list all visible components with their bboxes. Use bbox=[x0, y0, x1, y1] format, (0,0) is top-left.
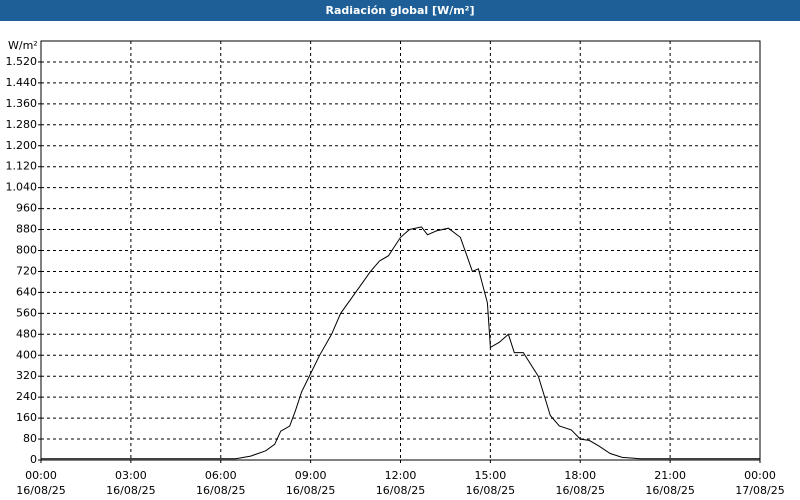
y-tick-label: 1.520 bbox=[6, 55, 38, 68]
title-bar bbox=[0, 0, 800, 21]
chart-title: Radiación global [W/m²] bbox=[325, 4, 474, 17]
x-tick-label: 00:00 bbox=[25, 469, 57, 482]
y-tick-label: 240 bbox=[16, 390, 37, 403]
y-tick-label: 1.440 bbox=[6, 76, 38, 89]
y-tick-label: 720 bbox=[16, 264, 37, 277]
y-tick-label: 480 bbox=[16, 327, 37, 340]
x-tick-label: 00:00 bbox=[744, 469, 776, 482]
y-tick-label: 1.120 bbox=[6, 160, 38, 173]
y-tick-label: 640 bbox=[16, 285, 37, 298]
y-tick-label: 1.280 bbox=[6, 118, 38, 131]
x-tick-date: 16/08/25 bbox=[106, 484, 155, 497]
x-tick-date: 16/08/25 bbox=[16, 484, 65, 497]
y-tick-label: 1.360 bbox=[6, 97, 38, 110]
x-tick-label: 21:00 bbox=[654, 469, 686, 482]
data-line bbox=[41, 226, 760, 460]
y-unit: W/m² bbox=[8, 39, 38, 52]
x-tick-label: 06:00 bbox=[205, 469, 237, 482]
x-tick-label: 12:00 bbox=[385, 469, 417, 482]
y-tick-label: 800 bbox=[16, 244, 37, 257]
x-tick-label: 03:00 bbox=[115, 469, 147, 482]
x-tick-date: 16/08/25 bbox=[556, 484, 605, 497]
x-tick-date: 16/08/25 bbox=[196, 484, 245, 497]
y-tick-label: 960 bbox=[16, 202, 37, 215]
x-tick-date: 16/08/25 bbox=[286, 484, 335, 497]
x-tick-date: 17/08/25 bbox=[735, 484, 784, 497]
y-tick-label: 400 bbox=[16, 348, 37, 361]
x-tick-date: 16/08/25 bbox=[376, 484, 425, 497]
x-tick-label: 18:00 bbox=[564, 469, 596, 482]
y-tick-label: 1.200 bbox=[6, 139, 38, 152]
x-tick-label: 09:00 bbox=[295, 469, 327, 482]
y-tick-label: 880 bbox=[16, 223, 37, 236]
x-tick-date: 16/08/25 bbox=[466, 484, 515, 497]
y-tick-label: 560 bbox=[16, 306, 37, 319]
y-tick-label: 80 bbox=[23, 432, 37, 445]
plot-frame bbox=[40, 40, 761, 461]
y-tick-label: 1.040 bbox=[6, 181, 38, 194]
x-tick-label: 15:00 bbox=[475, 469, 507, 482]
y-tick-label: 320 bbox=[16, 369, 37, 382]
y-tick-label: 160 bbox=[16, 411, 37, 424]
x-tick-date: 16/08/25 bbox=[645, 484, 694, 497]
y-tick-label: 0 bbox=[30, 453, 37, 466]
